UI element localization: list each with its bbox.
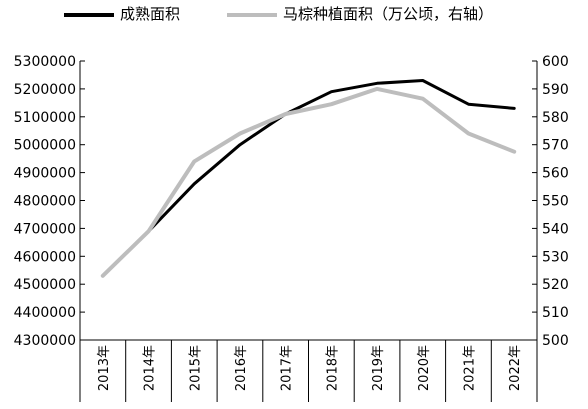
right-tick-label: 580 [542, 110, 569, 126]
right-tick-label: 540 [542, 221, 569, 237]
left-tick-label: 5300000 [14, 54, 76, 70]
right-tick-label: 530 [542, 249, 569, 265]
left-tick-label: 5000000 [14, 138, 76, 154]
series-line-mature-area [101, 79, 516, 278]
legend-label-mature-area: 成熟面积 [120, 5, 181, 23]
x-tick-label: 2019年 [371, 345, 386, 391]
legend-label-planted-area: 马棕种植面积（万公顷，右轴） [283, 5, 494, 23]
legend-swatch-planted-area [227, 12, 277, 17]
x-tick-label: 2013年 [97, 345, 112, 391]
left-tick-label: 4300000 [14, 333, 76, 349]
x-tick-label: 2021年 [462, 345, 477, 391]
right-tick-label: 590 [542, 82, 569, 98]
left-tick-label: 4900000 [14, 166, 76, 182]
right-tick-label: 600 [542, 54, 569, 70]
x-tick-label: 2014年 [143, 345, 158, 391]
series-line-planted-area [100, 86, 517, 278]
x-tick-label: 2018年 [325, 345, 340, 391]
left-tick-label: 4500000 [14, 277, 76, 293]
x-tick-label: 2017年 [280, 345, 295, 391]
right-tick-label: 550 [542, 194, 569, 210]
left-tick-label: 5100000 [14, 110, 76, 126]
x-tick-label: 2016年 [234, 345, 249, 391]
left-tick-label: 4600000 [14, 249, 76, 265]
left-tick-label: 5200000 [14, 82, 76, 98]
x-tick-label: 2020年 [417, 345, 432, 391]
legend-item-mature-area: 成熟面积 [64, 3, 180, 24]
right-tick-label: 570 [542, 138, 569, 154]
x-tick-label: 2022年 [508, 345, 523, 391]
right-tick-label: 510 [542, 305, 569, 321]
left-tick-label: 4700000 [14, 221, 76, 237]
legend-swatch-mature-area [64, 12, 114, 17]
legend-item-planted-area: 马棕种植面积（万公顷，右轴） [227, 3, 493, 24]
left-tick-label: 4800000 [14, 194, 76, 210]
left-tick-label: 4400000 [14, 305, 76, 321]
right-tick-label: 560 [542, 166, 569, 182]
right-tick-label: 500 [542, 333, 569, 349]
x-tick-label: 2015年 [188, 345, 203, 391]
right-tick-label: 520 [542, 277, 569, 293]
